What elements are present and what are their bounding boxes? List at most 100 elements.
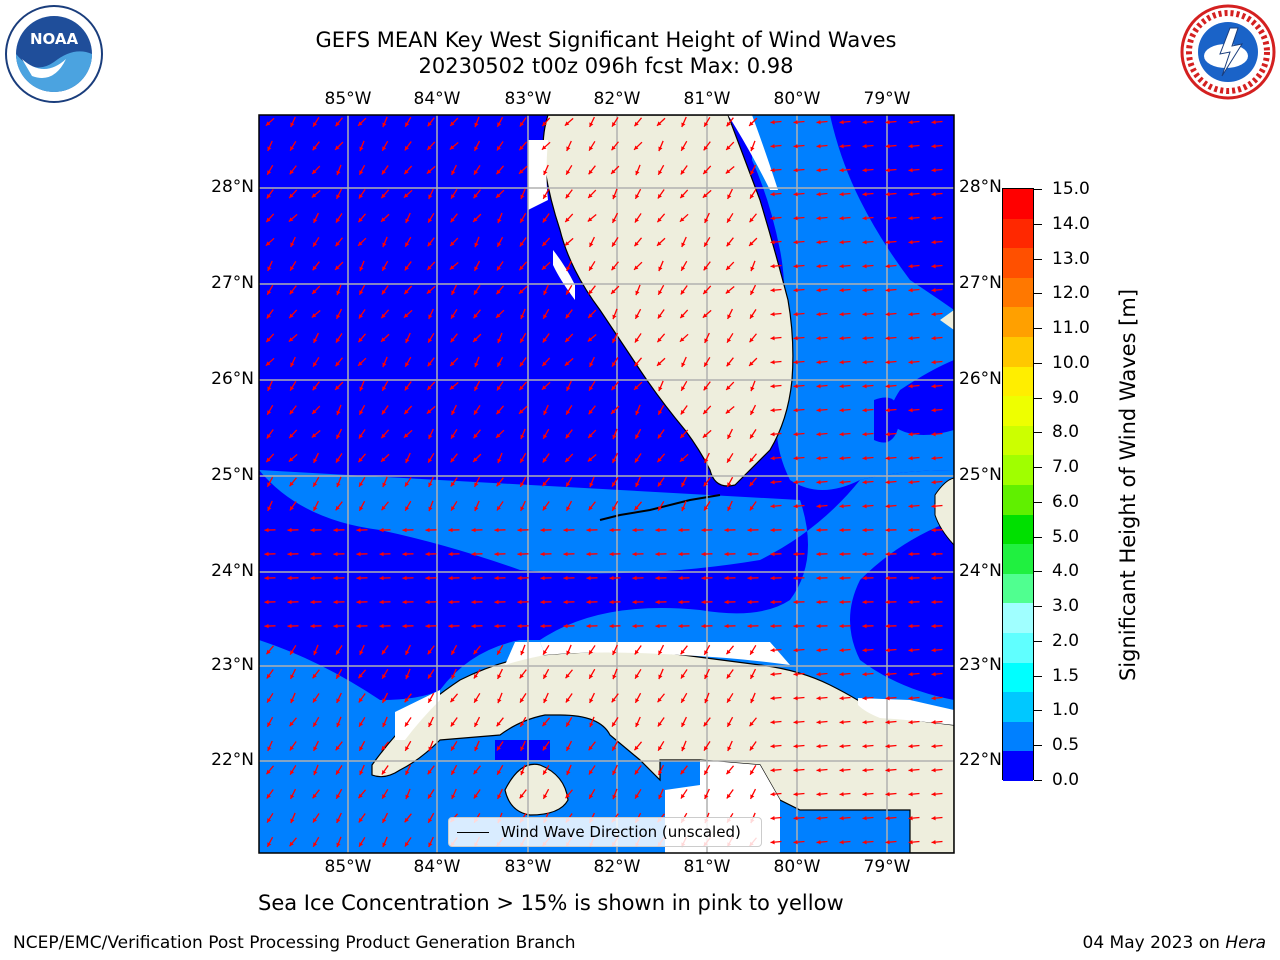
wave-direction-arrowhead	[336, 434, 341, 439]
wave-direction-arrowhead	[543, 794, 548, 799]
wave-direction-arrowhead	[289, 433, 294, 439]
wave-direction-arrowhead	[658, 506, 663, 511]
wave-direction-arrowhead	[563, 575, 568, 581]
wave-direction-arrowhead	[908, 119, 913, 125]
wave-direction-arrowhead	[473, 313, 478, 319]
wave-direction-arrowhead	[885, 647, 890, 653]
wave-direction-arrowhead	[702, 433, 708, 438]
wave-direction-arrowhead	[839, 239, 844, 245]
wave-direction-arrowhead	[473, 337, 478, 342]
wave-direction-arrowhead	[358, 457, 363, 463]
wave-direction-arrowhead	[908, 215, 913, 221]
colorbar-segment	[1003, 721, 1033, 752]
wave-direction-arrowhead	[908, 263, 913, 269]
wave-direction-arrowhead	[428, 194, 433, 199]
wave-direction-arrowhead	[816, 215, 821, 221]
wave-direction-arrowhead	[632, 551, 637, 557]
wave-direction-arrowhead	[473, 673, 478, 679]
wave-direction-arrowhead	[770, 767, 775, 773]
wave-direction-arrowhead	[885, 191, 890, 197]
wave-direction-arrowhead	[658, 674, 663, 680]
wave-direction-arrowhead	[635, 794, 640, 799]
wave-direction-arrowhead	[747, 623, 752, 629]
wave-direction-arrowhead	[704, 698, 709, 704]
wave-direction-arrowhead	[931, 143, 936, 149]
colorbar-segment	[1003, 189, 1033, 220]
wave-direction-arrowhead	[770, 359, 775, 365]
wave-direction-arrowhead	[816, 335, 821, 341]
wave-direction-arrowhead	[816, 767, 821, 773]
wave-direction-arrowhead	[750, 674, 755, 679]
wave-direction-arrowhead	[450, 337, 455, 343]
wave-direction-arrowhead	[313, 506, 318, 511]
wave-direction-arrowhead	[474, 146, 479, 151]
wave-direction-arrowhead	[634, 218, 639, 223]
wave-direction-arrowhead	[517, 575, 522, 581]
wave-direction-arrowhead	[335, 385, 340, 390]
noaa-logo-text: NOAA	[30, 30, 79, 48]
wave-direction-arrowhead	[885, 407, 890, 413]
wave-direction-arrowhead	[379, 551, 384, 557]
wave-direction-arrowhead	[658, 770, 663, 775]
wave-direction-arrowhead	[704, 458, 709, 463]
wave-direction-arrowhead	[428, 458, 433, 463]
wave-direction-arrowhead	[564, 121, 570, 126]
wave-direction-arrowhead	[635, 290, 640, 296]
wave-direction-arrowhead	[862, 191, 867, 197]
lon-label-top: 81°W	[683, 89, 731, 109]
wave-direction-arrowhead	[931, 551, 936, 557]
wave-direction-arrowhead	[634, 385, 639, 390]
colorbar-tick-label: 9.0	[1052, 387, 1080, 408]
wave-direction-arrowhead	[703, 169, 708, 175]
wave-direction-arrowhead	[359, 746, 364, 751]
wave-direction-arrowhead	[382, 722, 387, 728]
colorbar-tick-label: 13.0	[1052, 248, 1090, 269]
lat-label-left: 26°N	[211, 369, 254, 389]
lon-label-top: 79°W	[863, 89, 911, 109]
wave-direction-arrowhead	[450, 481, 455, 487]
wave-direction-arrowhead	[749, 457, 754, 463]
colorbar-tick-mark	[1034, 501, 1042, 503]
wave-direction-arrowhead	[428, 434, 433, 439]
wave-direction-arrowhead	[908, 359, 913, 365]
wave-direction-arrowhead	[658, 650, 663, 655]
wave-direction-arrowhead	[678, 575, 683, 581]
wave-direction-arrowhead	[403, 433, 409, 438]
wave-direction-arrowhead	[931, 503, 936, 509]
wave-direction-arrowhead	[359, 770, 364, 776]
wave-direction-arrowhead	[656, 121, 662, 126]
wave-direction-arrowhead	[497, 458, 502, 464]
wave-direction-arrowhead	[862, 527, 867, 533]
wave-direction-arrowhead	[313, 482, 318, 487]
wave-direction-arrowhead	[770, 479, 775, 485]
wave-direction-arrowhead	[519, 361, 524, 367]
wave-direction-arrowhead	[931, 239, 936, 245]
wave-direction-arrowhead	[382, 794, 387, 799]
wave-direction-arrowhead	[310, 623, 315, 629]
wave-direction-arrowhead	[336, 482, 341, 488]
wave-direction-arrowhead	[519, 241, 524, 247]
wave-direction-arrowhead	[657, 457, 662, 463]
wave-direction-arrowhead	[382, 146, 387, 151]
wave-direction-arrowhead	[816, 503, 821, 509]
wave-direction-arrowhead	[793, 839, 798, 845]
wave-direction-arrowhead	[287, 527, 292, 533]
wave-direction-arrowhead	[333, 623, 338, 629]
wave-direction-arrowhead	[702, 193, 708, 198]
colorbar-tick-mark	[1034, 258, 1042, 260]
wave-direction-arrowhead	[680, 193, 685, 199]
wave-direction-arrowhead	[404, 169, 409, 175]
wave-direction-arrowhead	[635, 194, 640, 199]
wave-direction-arrowhead	[566, 770, 571, 776]
wave-direction-arrowhead	[727, 194, 732, 199]
wave-direction-arrowhead	[497, 794, 502, 799]
wave-direction-arrowhead	[267, 386, 272, 392]
colorbar-tick-mark	[1034, 397, 1042, 399]
wave-direction-arrowhead	[290, 146, 295, 151]
wave-direction-arrowhead	[540, 575, 545, 581]
wave-direction-arrowhead	[816, 599, 821, 605]
wave-direction-arrowhead	[749, 721, 754, 727]
wave-direction-arrowhead	[725, 169, 731, 174]
lon-label-bottom: 85°W	[324, 857, 372, 877]
wave-direction-arrowhead	[816, 671, 821, 677]
